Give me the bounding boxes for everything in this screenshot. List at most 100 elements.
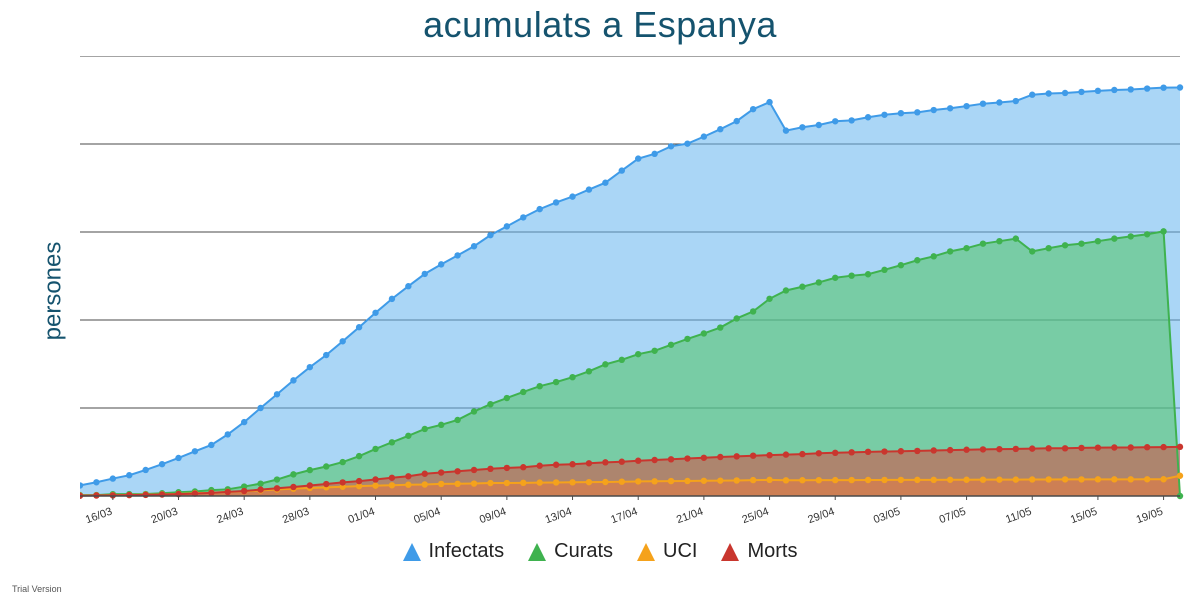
- marker-infectats: [422, 271, 428, 277]
- x-tick-label: 15/05: [1069, 506, 1099, 527]
- marker-morts: [225, 489, 231, 495]
- x-tick-label: 07/05: [938, 506, 968, 527]
- marker-infectats: [257, 405, 263, 411]
- marker-morts: [996, 446, 1002, 452]
- marker-morts: [1078, 445, 1084, 451]
- marker-infectats: [569, 193, 575, 199]
- marker-infectats: [290, 377, 296, 383]
- x-tick-label: 21/04: [675, 506, 705, 527]
- marker-curats: [504, 395, 510, 401]
- marker-curats: [487, 401, 493, 407]
- marker-morts: [471, 467, 477, 473]
- marker-uci: [651, 478, 657, 484]
- marker-morts: [816, 450, 822, 456]
- legend-item-infectats: Infectats: [403, 540, 505, 563]
- marker-uci: [832, 477, 838, 483]
- marker-morts: [520, 464, 526, 470]
- marker-uci: [668, 478, 674, 484]
- legend-triangle-icon: [528, 543, 546, 561]
- x-tick-label: 17/04: [609, 506, 639, 527]
- marker-morts: [947, 447, 953, 453]
- marker-infectats: [684, 140, 690, 146]
- marker-curats: [1095, 238, 1101, 244]
- marker-uci: [947, 477, 953, 483]
- marker-infectats: [93, 479, 99, 485]
- marker-curats: [750, 308, 756, 314]
- marker-infectats: [766, 99, 772, 105]
- marker-curats: [881, 267, 887, 273]
- marker-infectats: [914, 109, 920, 115]
- legend-triangle-icon: [637, 543, 655, 561]
- legend-item-uci: UCI: [637, 540, 697, 563]
- marker-morts: [750, 452, 756, 458]
- marker-morts: [553, 462, 559, 468]
- marker-curats: [651, 348, 657, 354]
- marker-infectats: [1160, 84, 1166, 90]
- marker-morts: [422, 471, 428, 477]
- marker-uci: [898, 477, 904, 483]
- marker-infectats: [701, 133, 707, 139]
- marker-morts: [504, 465, 510, 471]
- marker-morts: [717, 454, 723, 460]
- marker-curats: [783, 287, 789, 293]
- marker-curats: [1078, 240, 1084, 246]
- marker-morts: [389, 475, 395, 481]
- marker-uci: [1144, 476, 1150, 482]
- marker-uci: [881, 477, 887, 483]
- marker-infectats: [159, 461, 165, 467]
- marker-curats: [799, 284, 805, 290]
- marker-curats: [832, 275, 838, 281]
- marker-uci: [963, 477, 969, 483]
- marker-morts: [684, 455, 690, 461]
- marker-morts: [848, 449, 854, 455]
- marker-uci: [996, 476, 1002, 482]
- marker-morts: [569, 461, 575, 467]
- x-tick-label: 09/04: [478, 506, 508, 527]
- marker-infectats: [208, 442, 214, 448]
- marker-infectats: [586, 186, 592, 192]
- marker-morts: [1062, 445, 1068, 451]
- marker-morts: [1111, 444, 1117, 450]
- marker-infectats: [438, 261, 444, 267]
- marker-infectats: [487, 232, 493, 238]
- marker-infectats: [668, 143, 674, 149]
- marker-curats: [1045, 245, 1051, 251]
- marker-uci: [1045, 476, 1051, 482]
- marker-morts: [799, 451, 805, 457]
- marker-infectats: [783, 127, 789, 133]
- marker-infectats: [142, 467, 148, 473]
- marker-infectats: [274, 391, 280, 397]
- marker-infectats: [356, 324, 362, 330]
- marker-curats: [914, 257, 920, 263]
- marker-curats: [356, 453, 362, 459]
- x-tick-label: 13/04: [544, 506, 574, 527]
- x-tick-label: 16/03: [84, 506, 114, 527]
- marker-infectats: [898, 110, 904, 116]
- marker-curats: [422, 426, 428, 432]
- marker-curats: [898, 262, 904, 268]
- marker-curats: [1013, 235, 1019, 241]
- marker-uci: [914, 477, 920, 483]
- marker-infectats: [717, 126, 723, 132]
- marker-curats: [569, 374, 575, 380]
- marker-curats: [816, 279, 822, 285]
- marker-uci: [619, 478, 625, 484]
- marker-infectats: [651, 151, 657, 157]
- marker-curats: [684, 336, 690, 342]
- marker-uci: [931, 477, 937, 483]
- legend: InfectatsCuratsUCIMorts: [0, 540, 1200, 567]
- marker-infectats: [126, 472, 132, 478]
- x-tick-label: 20/03: [150, 506, 180, 527]
- marker-morts: [701, 455, 707, 461]
- marker-morts: [241, 488, 247, 494]
- marker-morts: [487, 466, 493, 472]
- marker-curats: [471, 408, 477, 414]
- marker-morts: [126, 492, 132, 498]
- marker-infectats: [339, 338, 345, 344]
- marker-curats: [537, 383, 543, 389]
- legend-label: Infectats: [429, 540, 505, 563]
- marker-morts: [356, 478, 362, 484]
- marker-infectats: [865, 114, 871, 120]
- marker-infectats: [307, 364, 313, 370]
- legend-triangle-icon: [721, 543, 739, 561]
